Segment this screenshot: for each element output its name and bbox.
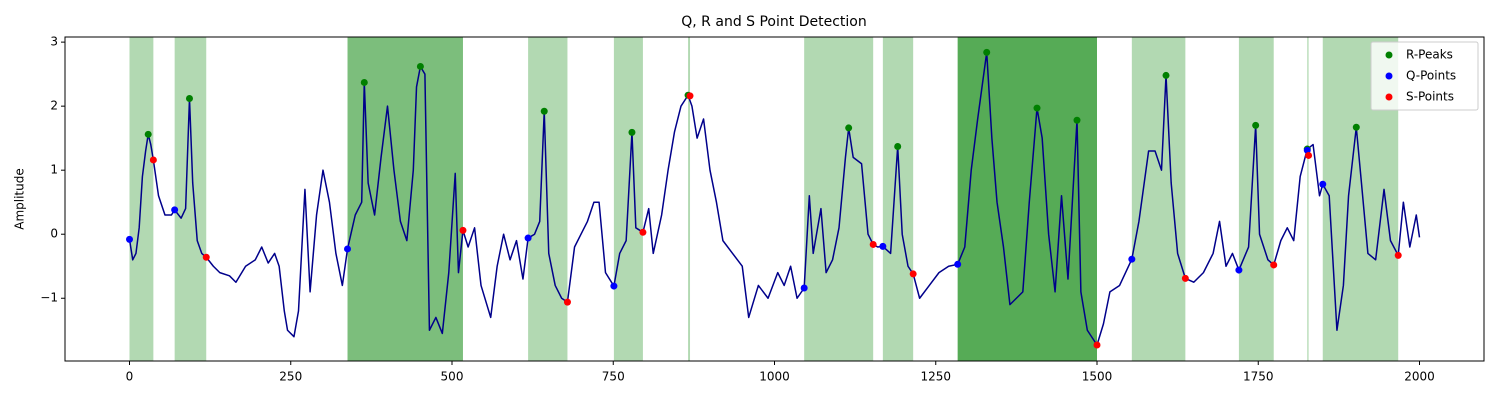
- x-tick-label: 2000: [1404, 370, 1435, 384]
- plot-frame: [64, 36, 1485, 362]
- signal-line: [128, 51, 1421, 346]
- legend-box: [1370, 41, 1479, 111]
- x-tick-label: 750: [602, 370, 625, 384]
- marker-point: [909, 270, 917, 278]
- marker-point: [1128, 255, 1136, 263]
- marker-point: [1252, 121, 1260, 129]
- marker-point: [416, 62, 424, 70]
- marker-point: [1394, 251, 1402, 259]
- marker-point: [144, 130, 152, 138]
- marker-point: [540, 107, 548, 115]
- highlight-span: [347, 37, 463, 361]
- highlight-span: [804, 37, 874, 361]
- marker-point: [1162, 71, 1170, 79]
- marker-point: [869, 240, 877, 248]
- highlight-span: [688, 37, 691, 361]
- y-tick-label: −1: [40, 291, 58, 305]
- y-tick-label: 3: [50, 35, 58, 49]
- marker-point: [628, 128, 636, 136]
- highlight-span: [957, 37, 1097, 361]
- legend-label: S-Points: [1406, 90, 1454, 104]
- x-tick-label: 1750: [1243, 370, 1274, 384]
- legend: R-Peaks Q-Points S-Points: [1370, 41, 1479, 111]
- marker-point: [879, 242, 887, 250]
- highlight-span: [174, 37, 207, 361]
- marker-point: [1093, 341, 1101, 349]
- x-tick-label: 500: [441, 370, 464, 384]
- marker-point: [800, 284, 808, 292]
- x-tick-label: 1000: [759, 370, 790, 384]
- y-tick-label: 0: [50, 227, 58, 241]
- x-tick-label: 250: [279, 370, 302, 384]
- highlight-span: [1307, 37, 1309, 361]
- highlight-span: [1238, 37, 1274, 361]
- marker-point: [149, 156, 157, 164]
- x-tick-label: 1250: [920, 370, 951, 384]
- marker-point: [1235, 266, 1243, 274]
- marker-point: [954, 260, 962, 268]
- highlight-span: [528, 37, 568, 361]
- legend-marker: [1385, 72, 1393, 80]
- marker-point: [524, 234, 532, 242]
- chart-title: Q, R and S Point Detection: [681, 14, 866, 30]
- y-tick-label: 1: [50, 163, 58, 177]
- marker-point: [845, 124, 853, 132]
- marker-point: [1073, 116, 1081, 124]
- marker-point: [1181, 274, 1189, 282]
- y-tick-label: 2: [50, 99, 58, 113]
- marker-point: [1319, 180, 1327, 188]
- highlight-span: [1131, 37, 1186, 361]
- marker-point: [610, 282, 618, 290]
- x-tick-label: 0: [126, 370, 134, 384]
- marker-point: [360, 78, 368, 86]
- legend-label: Q-Points: [1406, 69, 1456, 83]
- marker-point: [202, 253, 210, 261]
- marker-point: [126, 235, 133, 243]
- marker-point: [563, 298, 571, 306]
- marker-point: [983, 48, 991, 56]
- marker-point: [1305, 151, 1313, 159]
- marker-point: [686, 92, 694, 100]
- legend-marker: [1385, 51, 1393, 59]
- marker-point: [459, 226, 467, 234]
- marker-point: [1352, 123, 1360, 131]
- marker-point: [344, 245, 352, 253]
- marker-point: [1033, 104, 1041, 112]
- y-axis-label: Amplitude: [13, 168, 27, 230]
- highlight-span: [347, 37, 463, 361]
- highlight-span: [882, 37, 914, 361]
- x-tick-label: 1500: [1082, 370, 1113, 384]
- marker-point: [1270, 261, 1278, 269]
- marker-point: [894, 142, 902, 150]
- legend-label: R-Peaks: [1406, 48, 1453, 62]
- marker-point: [639, 228, 647, 236]
- marker-point: [185, 94, 193, 102]
- legend-marker: [1385, 93, 1393, 101]
- marker-point: [171, 206, 179, 214]
